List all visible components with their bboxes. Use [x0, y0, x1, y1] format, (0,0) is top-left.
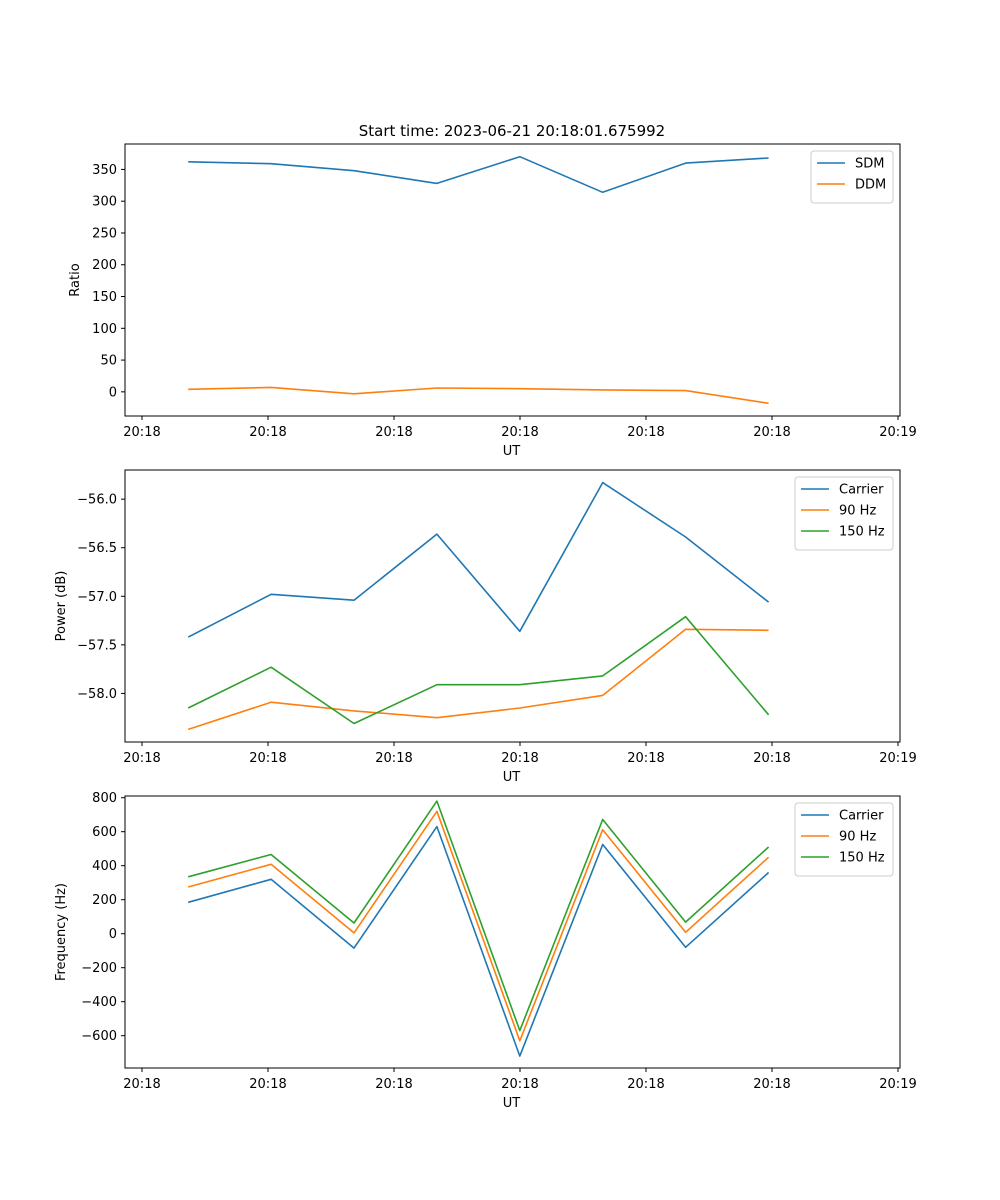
y-tick-label: 150 [92, 290, 117, 305]
legend-label: Carrier [839, 809, 884, 824]
chart-panel-3: −600 −400 −200 0 200 400 600 800 20:18 20:18 20:18… [54, 791, 917, 1111]
y-axis-label: Ratio [68, 263, 83, 296]
x-tick-label: 20:18 [375, 425, 412, 440]
y-tick-label: −56.5 [77, 541, 117, 556]
x-tick-label: 20:18 [501, 751, 538, 766]
y-tick-label: −400 [81, 995, 117, 1010]
y-tick-label: 250 [92, 226, 117, 241]
x-tick-label: 20:18 [123, 751, 160, 766]
x-tick-label: 20:18 [501, 1077, 538, 1092]
y-tick-label: 200 [92, 258, 117, 273]
y-tick-label: −56.0 [77, 493, 117, 508]
series-line-sdm [188, 155, 769, 194]
y-tick-label: −58.0 [77, 687, 117, 702]
legend-label: DDM [855, 178, 886, 193]
legend: Carrier 90 Hz 150 Hz [794, 476, 894, 551]
x-tick-label: 20:19 [879, 751, 916, 766]
x-tick-label: 20:18 [627, 751, 664, 766]
y-tick-label: 350 [92, 163, 117, 178]
series-line-ddm [188, 386, 769, 405]
x-axis-label: UT [503, 1096, 521, 1111]
y-axis-label: Frequency (Hz) [54, 883, 69, 981]
legend-label: 150 Hz [839, 525, 885, 540]
x-tick-label: 20:18 [753, 1077, 790, 1092]
x-tick-label: 20:18 [753, 751, 790, 766]
y-tick-label: 300 [92, 195, 117, 210]
axes-frame [124, 795, 901, 1069]
x-tick-label: 20:18 [753, 425, 790, 440]
legend-label: 90 Hz [839, 504, 876, 519]
legend-box [810, 150, 894, 204]
y-tick-label: 0 [109, 927, 117, 942]
x-tick-label: 20:19 [879, 425, 916, 440]
series-line-150-hz [187, 800, 770, 1032]
chart-panel-2: −58.0 −57.5 −57.0 −56.5 −56.0 20:18 20:18 20:18… [54, 469, 917, 785]
x-tick-label: 20:18 [375, 1077, 412, 1092]
y-tick-label: 200 [92, 893, 117, 908]
legend-label: 90 Hz [839, 830, 876, 845]
y-tick-label: 100 [92, 322, 117, 337]
legend: Carrier 90 Hz 150 Hz [794, 802, 894, 877]
y-tick-label: 600 [92, 825, 117, 840]
axes-frame [124, 469, 901, 743]
x-tick-label: 20:18 [123, 1077, 160, 1092]
legend: SDM DDM [810, 150, 894, 204]
x-axis-label: UT [503, 770, 521, 785]
y-tick-label: 800 [92, 791, 117, 806]
chart-title: Start time: 2023-06-21 20:18:01.675992 [359, 122, 665, 140]
y-tick-label: 50 [100, 354, 117, 369]
legend-label: Carrier [839, 483, 884, 498]
y-tick-label: −200 [81, 961, 117, 976]
y-tick-label: −600 [81, 1029, 117, 1044]
axes-frame [124, 143, 901, 417]
x-tick-label: 20:18 [375, 751, 412, 766]
series-line-150-hz [187, 615, 770, 725]
x-tick-label: 20:18 [627, 425, 664, 440]
series-line-90-hz [187, 810, 770, 1042]
series-line-carrier [187, 825, 770, 1057]
x-tick-label: 20:19 [879, 1077, 916, 1092]
y-tick-label: 400 [92, 859, 117, 874]
x-tick-label: 20:18 [249, 1077, 286, 1092]
legend-label: 150 Hz [839, 851, 885, 866]
x-axis-label: UT [503, 444, 521, 459]
y-tick-label: −57.5 [77, 638, 117, 653]
x-tick-label: 20:18 [627, 1077, 664, 1092]
y-tick-label: −57.0 [77, 590, 117, 605]
series-line-90-hz [187, 628, 769, 731]
y-tick-label: 0 [109, 385, 117, 400]
x-tick-label: 20:18 [249, 751, 286, 766]
x-tick-label: 20:18 [123, 425, 160, 440]
series-line-carrier [187, 481, 770, 638]
y-axis-label: Power (dB) [54, 571, 69, 642]
x-tick-label: 20:18 [249, 425, 286, 440]
chart-panel-1: 0 50 100 150 200 250 300 350 20:18 20:18 20:18 20:1… [68, 143, 917, 459]
x-tick-label: 20:18 [501, 425, 538, 440]
legend-label: SDM [855, 157, 884, 172]
